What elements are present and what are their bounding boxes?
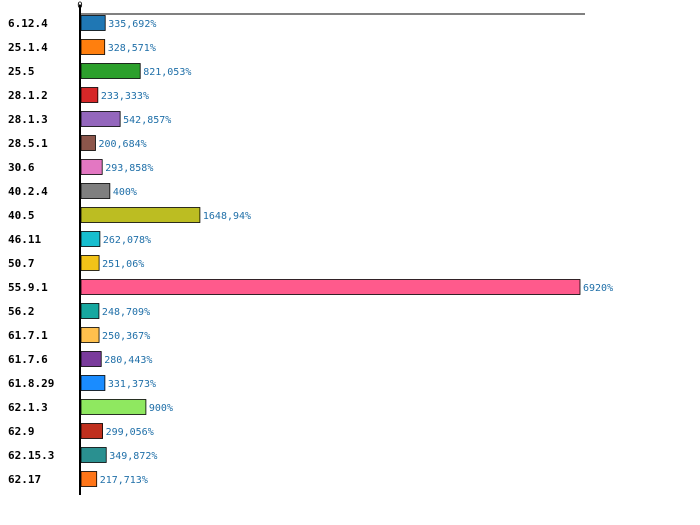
category-label: 40.2.4 bbox=[8, 185, 48, 198]
bar bbox=[80, 159, 103, 175]
category-label: 62.9 bbox=[8, 425, 35, 438]
bar bbox=[80, 39, 106, 55]
value-label: 250,367% bbox=[102, 331, 150, 342]
category-label: 62.1.3 bbox=[8, 401, 48, 414]
value-label: 821,053% bbox=[143, 67, 191, 78]
value-label: 248,709% bbox=[102, 307, 150, 318]
category-label: 28.1.3 bbox=[8, 113, 48, 126]
category-label: 28.5.1 bbox=[8, 137, 48, 150]
category-label: 30.6 bbox=[8, 161, 35, 174]
category-label: 61.7.6 bbox=[8, 353, 48, 366]
category-label: 50.7 bbox=[8, 257, 35, 270]
bar bbox=[80, 471, 98, 487]
value-label: 331,373% bbox=[108, 379, 156, 390]
bar bbox=[80, 351, 102, 367]
value-label: 335,692% bbox=[108, 19, 156, 30]
value-label: 200,684% bbox=[98, 139, 146, 150]
bar bbox=[80, 399, 147, 415]
category-label: 56.2 bbox=[8, 305, 35, 318]
category-label: 61.7.1 bbox=[8, 329, 48, 342]
category-label: 6.12.4 bbox=[8, 17, 48, 30]
category-label: 25.1.4 bbox=[8, 41, 48, 54]
category-label: 62.15.3 bbox=[8, 449, 54, 462]
bars-group: 6.12.4 335,692% 25.1.4 328,571% 25.5 821,053%… bbox=[8, 15, 613, 487]
value-label: 1648,94% bbox=[203, 211, 251, 222]
x-tick-label-0: 0 bbox=[77, 1, 82, 11]
bar bbox=[80, 255, 100, 271]
bar bbox=[80, 87, 99, 103]
value-label: 299,056% bbox=[106, 427, 154, 438]
value-label: 6920% bbox=[583, 283, 613, 294]
value-label: 293,858% bbox=[105, 163, 153, 174]
bar bbox=[80, 375, 106, 391]
value-label: 217,713% bbox=[100, 475, 148, 486]
category-label: 28.1.2 bbox=[8, 89, 48, 102]
bar bbox=[80, 423, 103, 439]
category-label: 61.8.29 bbox=[8, 377, 54, 390]
category-label: 62.17 bbox=[8, 473, 41, 486]
bar bbox=[80, 207, 201, 223]
value-label: 328,571% bbox=[108, 43, 156, 54]
bar bbox=[80, 111, 121, 127]
category-label: 46.11 bbox=[8, 233, 41, 246]
bar bbox=[80, 15, 106, 31]
bar bbox=[80, 279, 581, 295]
bar bbox=[80, 63, 141, 79]
value-label: 262,078% bbox=[103, 235, 151, 246]
category-label: 55.9.1 bbox=[8, 281, 48, 294]
bar bbox=[80, 135, 96, 151]
value-label: 280,443% bbox=[104, 355, 152, 366]
bar bbox=[80, 303, 100, 319]
bar bbox=[80, 183, 111, 199]
bar bbox=[80, 327, 100, 343]
value-label: 542,857% bbox=[123, 115, 171, 126]
value-label: 251,06% bbox=[102, 259, 144, 270]
value-label: 400% bbox=[113, 187, 137, 198]
bar bbox=[80, 231, 101, 247]
value-label: 349,872% bbox=[109, 451, 157, 462]
category-label: 40.5 bbox=[8, 209, 35, 222]
bar bbox=[80, 447, 107, 463]
value-label: 233,333% bbox=[101, 91, 149, 102]
value-label: 900% bbox=[149, 403, 173, 414]
category-label: 25.5 bbox=[8, 65, 35, 78]
